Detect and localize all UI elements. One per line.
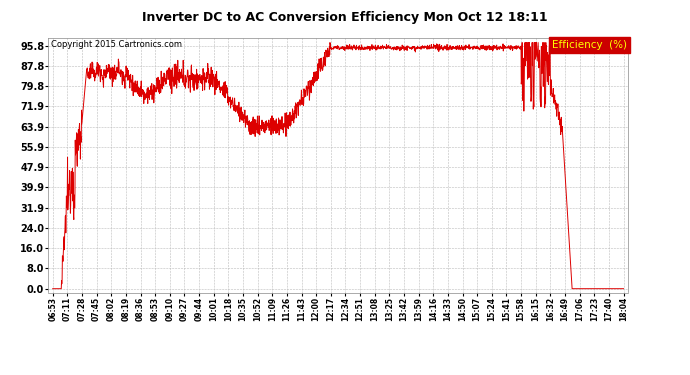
Text: Inverter DC to AC Conversion Efficiency Mon Oct 12 18:11: Inverter DC to AC Conversion Efficiency … <box>142 11 548 24</box>
Text: Efficiency  (%): Efficiency (%) <box>552 40 627 50</box>
Text: Copyright 2015 Cartronics.com: Copyright 2015 Cartronics.com <box>51 40 182 49</box>
